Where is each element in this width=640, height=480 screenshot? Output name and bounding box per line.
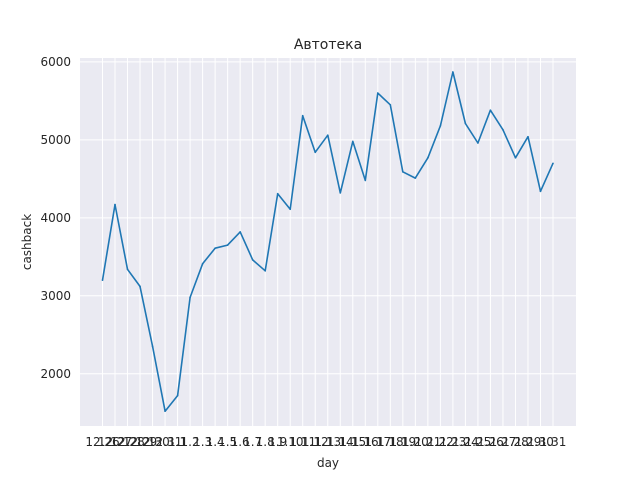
x-tick-label: 12.26 [85,435,119,449]
data-point [339,192,342,194]
x-tick-label: 1.4 [206,435,225,449]
data-point [201,263,204,265]
x-tick-label: 12.27 [98,435,132,449]
x-tick-label: 1.10 [277,435,304,449]
data-point [527,135,529,138]
data-point [126,268,129,271]
x-tick-label: 1.22 [427,435,454,449]
data-point [276,192,279,195]
x-tick-label: 1.27 [490,435,517,449]
y-tick-label: 4000 [40,211,71,225]
data-point [139,285,141,288]
x-tick-label: 1.25 [465,435,492,449]
x-ticks: 12.2612.2712.2812.2912.3012.311.11.21.31… [85,435,566,449]
data-point [301,114,304,117]
x-tick-label: 1.5 [218,435,237,449]
y-tick-label: 2000 [40,367,71,381]
x-tick-label: 12.29 [123,435,157,449]
x-tick-label: 1.3 [193,435,212,449]
x-tick-label: 1.15 [339,435,366,449]
data-point [514,156,517,159]
x-tick-label: 1.9 [268,435,287,449]
data-point [427,156,429,159]
x-tick-label: 1.11 [289,435,316,449]
x-tick-label: 1.1 [168,435,187,449]
x-tick-label: 1.30 [527,435,554,449]
x-tick-label: 1.24 [452,435,479,449]
data-point [364,179,367,182]
data-point [114,203,116,206]
y-axis-label: cashback [20,214,34,270]
data-point [552,162,554,165]
y-tick-label: 6000 [40,55,71,69]
x-tick-label: 1.20 [402,435,429,449]
data-point [351,140,354,143]
x-tick-label: 1.7 [243,435,262,449]
data-point [402,171,404,173]
x-tick-label: 1.29 [515,435,542,449]
data-point [502,128,504,131]
x-tick-label: 1.17 [364,435,391,449]
data-point [389,103,392,106]
x-tick-label: 1.23 [440,435,467,449]
x-tick-label: 1.2 [181,435,200,449]
data-point [539,190,542,193]
data-point [239,231,241,233]
x-tick-label: 1.13 [314,435,341,449]
y-tick-label: 5000 [40,133,71,147]
x-tick-label: 1.26 [477,435,504,449]
x-tick-label: 1.19 [389,435,416,449]
data-point [101,279,104,282]
y-tick-label: 3000 [40,289,71,303]
x-tick-label: 1.18 [377,435,404,449]
data-point [326,134,329,136]
data-point [189,296,191,299]
data-point [264,270,266,272]
x-tick-label: 1.16 [352,435,379,449]
data-point [226,244,229,246]
data-point [452,71,454,73]
x-tick-label: 1.12 [302,435,329,449]
x-tick-label: 12.31 [148,435,182,449]
grid [80,58,576,426]
x-tick-label: 1.14 [327,435,354,449]
data-point [176,394,179,397]
x-tick-label: 1.8 [256,435,275,449]
data-point [377,92,379,94]
data-point [289,208,292,211]
x-tick-label: 12.30 [135,435,169,449]
data-point [314,151,317,154]
data-point [414,177,417,179]
x-axis-label: day [317,456,339,470]
y-ticks: 2000 3000 4000 5000 6000 [40,55,71,381]
x-tick-label: 12.28 [110,435,144,449]
x-tick-label: 1.31 [540,435,567,449]
data-point [251,259,254,261]
data-point [477,142,479,144]
data-point [489,109,492,112]
data-point [464,122,467,125]
x-tick-label: 1.28 [502,435,529,449]
data-point [164,410,166,412]
chart-title: Автотека [294,37,362,53]
data-point [214,247,216,250]
x-tick-label: 1.6 [231,435,250,449]
data-point [151,345,154,348]
x-tick-label: 1.21 [415,435,442,449]
series-layer [101,71,554,413]
data-point [439,125,442,127]
